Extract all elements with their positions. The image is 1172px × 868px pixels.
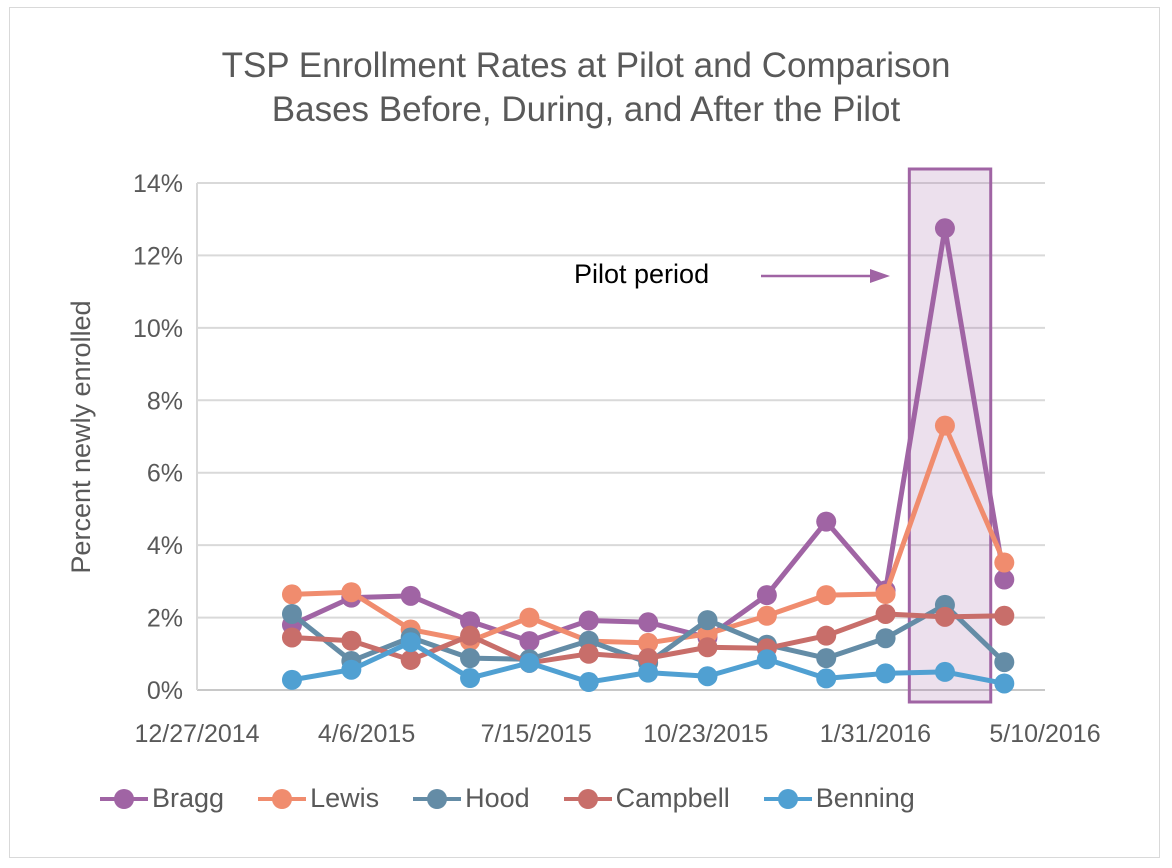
y-tick-label: 0% [147,677,183,705]
legend: Bragg Lewis Hood Campbell Benning [100,783,1100,814]
x-tick-label: 10/23/2015 [643,720,768,748]
x-tick-label: 12/27/2014 [134,720,259,748]
x-tick-label: 1/31/2016 [820,720,931,748]
data-point-benning [400,632,421,653]
data-point-lewis [519,607,540,628]
data-point-lewis [994,552,1015,573]
chart-title: TSP Enrollment Rates at Pilot and Compar… [0,44,1172,132]
x-axis-ticks: 12/27/2014 4/6/2015 7/15/2015 10/23/2015 1/3… [134,720,1100,748]
data-point-bragg [638,612,659,633]
data-point-campbell [994,605,1015,626]
y-tick-label: 2% [147,605,183,633]
data-point-hood [816,648,837,669]
pilot-period-annotation: Pilot period [574,259,709,289]
data-point-benning [934,661,955,682]
series-benning [281,632,1015,694]
data-point-campbell [400,649,421,670]
data-point-benning [460,668,481,689]
data-point-benning [341,659,362,680]
legend-label: Benning [815,783,915,813]
data-point-campbell [638,648,659,669]
legend-marker-icon [258,787,307,811]
y-tick-label: 6% [147,460,183,488]
chart-frame [9,7,1160,858]
data-point-lewis [341,582,362,603]
data-point-campbell [281,627,302,648]
series-line-bragg [290,225,1007,644]
data-point-bragg [756,585,777,606]
data-point-lewis [934,415,955,436]
legend-item-benning: Benning [763,783,915,814]
y-axis-label: Percent newly enrolled [66,300,96,573]
y-tick-label: 14% [133,170,183,198]
data-point-benning [875,663,896,684]
data-point-benning [994,673,1015,694]
legend-marker-icon [763,787,812,811]
data-point-benning [578,672,599,693]
data-point-bragg [519,631,540,652]
y-tick-label: 4% [147,532,183,560]
data-point-campbell [578,643,599,664]
series-group [281,218,1015,694]
data-point-bragg [994,569,1015,590]
data-point-bragg [934,218,955,239]
data-point-campbell [697,637,718,658]
x-tick-label: 7/15/2015 [481,720,592,748]
data-point-benning [816,668,837,689]
legend-label: Bragg [152,783,225,813]
data-point-lewis [638,632,659,653]
data-point-campbell [460,625,481,646]
legend-marker-icon [563,787,612,811]
data-point-lewis [281,584,302,605]
data-point-campbell [934,606,955,627]
arrow-head [870,269,890,283]
x-tick-label: 4/6/2015 [318,720,415,748]
legend-label: Hood [465,783,530,813]
data-point-hood [460,648,481,669]
series-line-lewis [291,423,1007,646]
data-point-bragg [816,511,837,532]
y-tick-label: 12% [133,242,183,270]
data-point-benning [756,649,777,670]
legend-label: Lewis [310,783,380,813]
data-point-benning [281,669,302,690]
x-tick-label: 5/10/2016 [989,720,1100,748]
data-point-hood [281,603,302,624]
data-point-lewis [875,584,896,605]
legend-marker-icon [100,787,148,811]
chart-title-line-1: TSP Enrollment Rates at Pilot and Compar… [221,46,951,85]
data-point-lewis [756,605,777,626]
legend-item-lewis: Lewis [258,783,379,814]
data-point-bragg [400,585,421,606]
data-point-campbell [875,603,896,624]
data-point-hood [994,652,1015,673]
legend-item-bragg: Bragg [100,783,224,814]
legend-label: Campbell [615,783,730,813]
data-point-lewis [816,585,837,606]
data-point-benning [638,662,659,683]
pilot-period-arrow [761,269,890,283]
legend-item-hood: Hood [413,783,530,814]
legend-marker-icon [413,787,462,811]
data-point-bragg [578,610,599,631]
y-tick-label: 8% [147,387,183,415]
data-point-benning [519,652,540,673]
legend-item-campbell: Campbell [563,783,730,814]
data-point-campbell [816,625,837,646]
data-point-hood [697,610,718,631]
data-point-bragg [460,611,481,632]
data-point-campbell [341,630,362,651]
data-point-hood [875,628,896,649]
chart-title-line-2: Bases Before, During, and After the Pilo… [271,90,901,129]
y-tick-label: 10% [133,315,183,343]
y-axis-ticks: 0% 2% 4% 6% 8% 10% 12% 14% [133,170,183,705]
data-point-benning [697,666,718,687]
